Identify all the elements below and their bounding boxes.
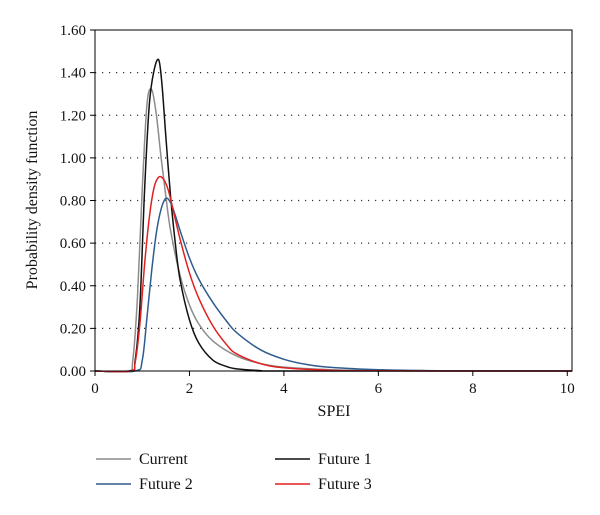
legend-label-future-2: Future 2 bbox=[139, 476, 193, 493]
series-line-future-2 bbox=[94, 197, 573, 373]
y-tick-label: 0.00 bbox=[60, 364, 86, 380]
series-line-future-1 bbox=[94, 58, 573, 373]
x-axis-ticks: 0 2 4 6 8 10 bbox=[91, 371, 575, 397]
x-axis-title: SPEI bbox=[318, 403, 351, 420]
grid-layer bbox=[95, 72, 572, 329]
x-tick-label: 4 bbox=[280, 381, 288, 397]
y-tick-label: 1.00 bbox=[60, 151, 86, 167]
x-tick-label: 8 bbox=[469, 381, 477, 397]
x-tick-label: 10 bbox=[560, 381, 575, 397]
x-tick-label: 2 bbox=[186, 381, 194, 397]
y-axis-title: Probability density function bbox=[24, 111, 41, 290]
legend: Current Future 1 Future 2 Future 3 bbox=[96, 451, 372, 493]
y-tick-label: 0.80 bbox=[60, 194, 86, 210]
series-layer bbox=[94, 58, 573, 373]
series-line-future-3 bbox=[94, 175, 573, 373]
legend-label-future-3: Future 3 bbox=[318, 476, 372, 493]
x-tick-label: 6 bbox=[375, 381, 383, 397]
legend-label-current: Current bbox=[139, 451, 188, 468]
y-tick-label: 1.20 bbox=[60, 108, 86, 124]
series-line-current bbox=[94, 88, 573, 373]
y-tick-label: 0.40 bbox=[60, 279, 86, 295]
y-tick-label: 0.20 bbox=[60, 321, 86, 337]
y-tick-label: 1.40 bbox=[60, 66, 86, 82]
y-tick-label: 0.60 bbox=[60, 236, 86, 252]
x-tick-label: 0 bbox=[91, 381, 99, 397]
y-axis-ticks: 0.00 0.20 0.40 0.60 0.80 1.00 1.20 1.40 1.60 bbox=[60, 23, 95, 380]
y-tick-label: 1.60 bbox=[60, 23, 86, 39]
legend-label-future-1: Future 1 bbox=[318, 451, 372, 468]
